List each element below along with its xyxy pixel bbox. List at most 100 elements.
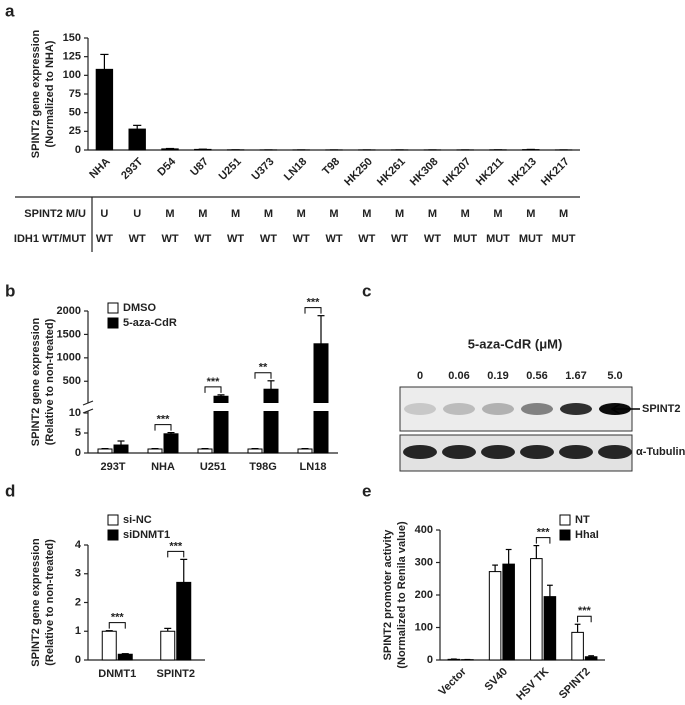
- bar: [160, 630, 176, 661]
- table-cell: U: [100, 208, 108, 220]
- table-cell: WT: [391, 233, 408, 245]
- y-axis-label: SPINT2 gene expression: [30, 30, 42, 159]
- y-tick-label: 400: [415, 524, 433, 536]
- blot-frame: [399, 434, 633, 472]
- significance-bracket: [304, 307, 322, 314]
- x-tick-label: HK211: [474, 156, 506, 188]
- table-cell: M: [428, 208, 437, 220]
- y-tick-label: 1500: [57, 328, 81, 340]
- error-bar: [100, 53, 109, 70]
- y-tick-label: 150: [63, 32, 81, 44]
- bar: [543, 596, 557, 661]
- bar: [147, 448, 163, 454]
- legend-swatch: [107, 514, 119, 526]
- table-cell: WT: [227, 233, 244, 245]
- significance-label: ***: [207, 376, 221, 388]
- lane-label: 5.0: [607, 370, 622, 382]
- error-bar: [492, 564, 498, 572]
- blot-band: [482, 403, 514, 415]
- error-bar: [180, 558, 188, 583]
- error-bar: [121, 653, 129, 655]
- legend-swatch: [107, 302, 119, 314]
- significance-label: ***: [157, 414, 171, 426]
- table-cell: U: [133, 208, 141, 220]
- x-tick-label: HK261: [375, 156, 408, 189]
- blot-frame: [399, 386, 633, 432]
- band-arrow: [610, 403, 640, 415]
- legend-swatch: [107, 317, 119, 329]
- x-tick-label: DNMT1: [98, 668, 136, 680]
- table-cell: WT: [260, 233, 277, 245]
- table-cell: M: [526, 208, 535, 220]
- table-cell: WT: [96, 233, 113, 245]
- bar: [113, 444, 129, 454]
- table-cell: WT: [194, 233, 211, 245]
- error-bar: [167, 432, 175, 434]
- error-bar: [117, 440, 125, 445]
- error-bar: [317, 315, 325, 344]
- table-row-label: SPINT2 M/U: [24, 208, 86, 220]
- error-bar: [105, 630, 113, 632]
- x-tick-label: HK308: [408, 156, 441, 189]
- legend-swatch: [107, 529, 119, 541]
- y-tick-label: 75: [69, 88, 81, 100]
- table-cell: MUT: [519, 233, 543, 245]
- bar: [176, 581, 192, 661]
- legend-label: si-NC: [123, 514, 152, 526]
- x-tick-label: SPINT2: [156, 668, 195, 680]
- error-bar: [574, 623, 581, 633]
- lane-label: 0: [417, 370, 423, 382]
- bar: [95, 68, 114, 151]
- table-cell: M: [297, 208, 306, 220]
- significance-bracket: [154, 424, 172, 431]
- band-label: SPINT2: [642, 403, 681, 415]
- lane-label: 0.56: [526, 370, 547, 382]
- table-cell: M: [329, 208, 338, 220]
- bar: [488, 571, 502, 661]
- table-cell: WT: [293, 233, 310, 245]
- break-mark: [82, 408, 94, 414]
- x-tick-label: 293T: [100, 461, 125, 473]
- y-tick-label: 0: [427, 654, 433, 666]
- significance-label: ***: [111, 612, 125, 624]
- table-cell: MUT: [552, 233, 576, 245]
- lane-label: 0.06: [448, 370, 469, 382]
- error-bar: [133, 124, 142, 130]
- x-tick-label: HSV TK: [514, 666, 551, 703]
- y-tick-label: 1: [75, 625, 81, 637]
- blot-band: [521, 403, 553, 415]
- significance-bracket: [204, 386, 222, 393]
- table-cell: M: [395, 208, 404, 220]
- lane-label: 0.19: [487, 370, 508, 382]
- table-cell: M: [264, 208, 273, 220]
- bar: [313, 343, 329, 454]
- table-cell: M: [165, 208, 174, 220]
- x-tick-label: D54: [155, 155, 178, 178]
- error-bar: [533, 544, 540, 559]
- table-cell: M: [231, 208, 240, 220]
- legend-label: 5-aza-CdR: [123, 317, 177, 329]
- bar: [584, 656, 598, 661]
- error-bar: [164, 627, 172, 632]
- table-cell: M: [559, 208, 568, 220]
- bar: [530, 558, 543, 661]
- y-tick-label: 2000: [57, 305, 81, 317]
- significance-bracket: [167, 550, 185, 558]
- table-cell: WT: [358, 233, 375, 245]
- x-tick-label: HK207: [441, 156, 474, 189]
- bar: [502, 563, 515, 661]
- blot-band: [559, 445, 593, 459]
- break-mark: [82, 400, 94, 406]
- legend-swatch: [559, 529, 571, 541]
- y-axis-label: SPINT2 gene expression: [30, 538, 42, 667]
- y-tick-label: 50: [69, 107, 81, 119]
- blot-band: [481, 445, 515, 459]
- x-tick-label: SPINT2: [557, 666, 593, 702]
- y-tick-label: 2: [75, 596, 81, 608]
- y-axis-label: (Relative to non-treated): [44, 318, 56, 445]
- bar: [128, 128, 146, 151]
- blot-title: 5-aza-CdR (μM): [468, 336, 563, 351]
- x-tick-label: HK213: [506, 156, 539, 189]
- y-axis-label: (Normalized to Renila value): [396, 521, 408, 669]
- y-tick-label: 1000: [57, 352, 81, 364]
